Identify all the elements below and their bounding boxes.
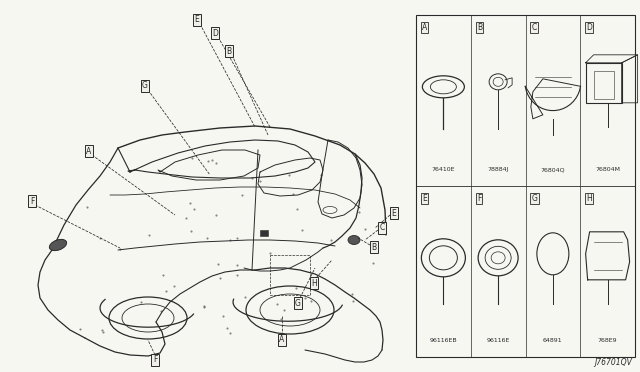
Ellipse shape (348, 235, 360, 244)
Text: G: G (531, 194, 538, 203)
Bar (416, 15, 635, 357)
Text: 76410E: 76410E (431, 167, 455, 172)
Text: H: H (586, 194, 592, 203)
Text: H: H (311, 279, 317, 288)
Bar (586, 63, 621, 103)
Text: 768E9: 768E9 (598, 338, 618, 343)
Text: E: E (195, 16, 200, 25)
Text: 64891: 64891 (543, 338, 563, 343)
Text: D: D (212, 29, 218, 38)
Text: A: A (86, 147, 92, 155)
Text: E: E (392, 208, 396, 218)
Bar (260, 230, 268, 236)
Text: F: F (153, 356, 157, 365)
Text: 76804Q: 76804Q (541, 167, 565, 172)
Text: J76701QV: J76701QV (594, 358, 632, 367)
Text: 76804M: 76804M (595, 167, 620, 172)
Text: 78884J: 78884J (488, 167, 509, 172)
Text: A: A (280, 336, 285, 344)
Text: B: B (371, 243, 376, 251)
Text: B: B (477, 23, 482, 32)
Text: B: B (227, 46, 232, 55)
Text: G: G (142, 81, 148, 90)
Text: E: E (422, 194, 427, 203)
Text: F: F (30, 196, 34, 205)
Bar (594, 71, 614, 99)
Text: C: C (380, 224, 385, 232)
Text: G: G (295, 298, 301, 308)
Text: 96116E: 96116E (486, 338, 510, 343)
Text: F: F (477, 194, 481, 203)
Text: D: D (586, 23, 592, 32)
Ellipse shape (49, 240, 67, 251)
Text: C: C (531, 23, 537, 32)
Text: A: A (422, 23, 428, 32)
Text: 96116EB: 96116EB (429, 338, 457, 343)
